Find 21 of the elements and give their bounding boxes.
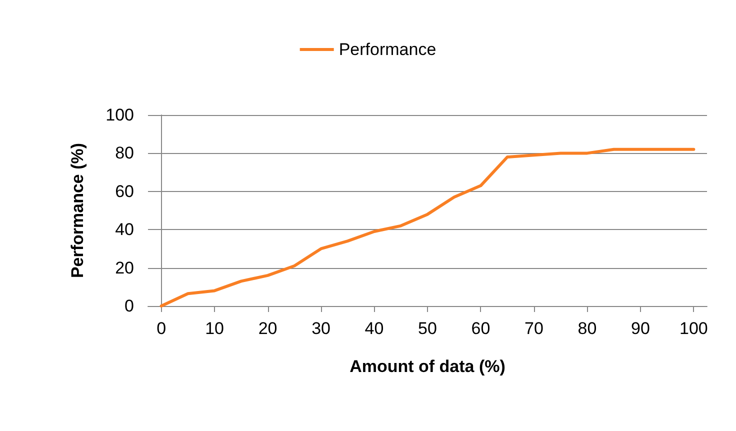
y-tick-label: 80: [115, 144, 134, 163]
x-tick-label: 100: [680, 319, 708, 338]
x-tick-label: 80: [578, 319, 597, 338]
x-tick-label: 70: [524, 319, 544, 338]
x-tick-label: 0: [156, 319, 166, 338]
y-tick-label: 60: [115, 182, 134, 201]
x-tick-label: 40: [364, 319, 384, 338]
y-axis-title: Performance (%): [68, 142, 87, 278]
legend-label: Performance: [338, 40, 436, 59]
y-tick-label: 0: [124, 296, 134, 316]
x-tick-label: 20: [258, 319, 278, 338]
x-tick-label: 60: [471, 319, 490, 338]
y-tick-label: 40: [115, 220, 134, 240]
y-tick-label: 100: [106, 106, 134, 124]
line-series: [160, 148, 696, 308]
x-axis-title: Amount of data (%): [350, 357, 506, 376]
x-tick-label: 10: [205, 319, 224, 338]
y-tick-label: 20: [115, 258, 134, 278]
x-tick-label: 30: [312, 319, 330, 338]
x-tick-label: 50: [418, 319, 437, 338]
x-tick-label: 90: [630, 319, 650, 338]
